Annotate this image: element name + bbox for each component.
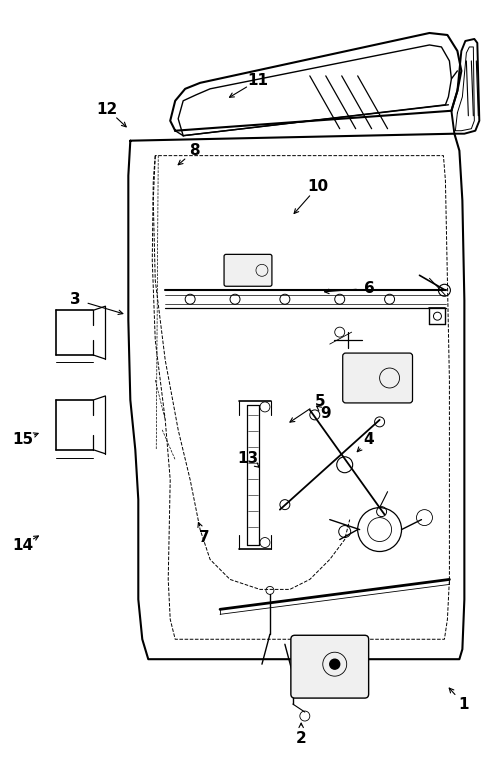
Text: 7: 7 [199, 531, 209, 545]
FancyBboxPatch shape [224, 255, 272, 287]
Text: 14: 14 [12, 537, 33, 553]
Text: 1: 1 [458, 697, 469, 712]
Circle shape [330, 659, 340, 669]
Text: 15: 15 [12, 432, 33, 447]
Text: 6: 6 [364, 280, 374, 296]
FancyBboxPatch shape [343, 353, 413, 403]
Text: 9: 9 [320, 406, 330, 421]
FancyBboxPatch shape [291, 635, 369, 698]
Text: 8: 8 [189, 143, 200, 158]
Text: 2: 2 [296, 731, 307, 746]
Text: 5: 5 [315, 394, 326, 409]
Text: 12: 12 [97, 102, 118, 117]
Text: 10: 10 [308, 179, 329, 194]
Text: 4: 4 [364, 432, 374, 447]
Text: 13: 13 [237, 451, 259, 466]
Text: 3: 3 [70, 292, 81, 307]
Text: 11: 11 [247, 73, 268, 88]
